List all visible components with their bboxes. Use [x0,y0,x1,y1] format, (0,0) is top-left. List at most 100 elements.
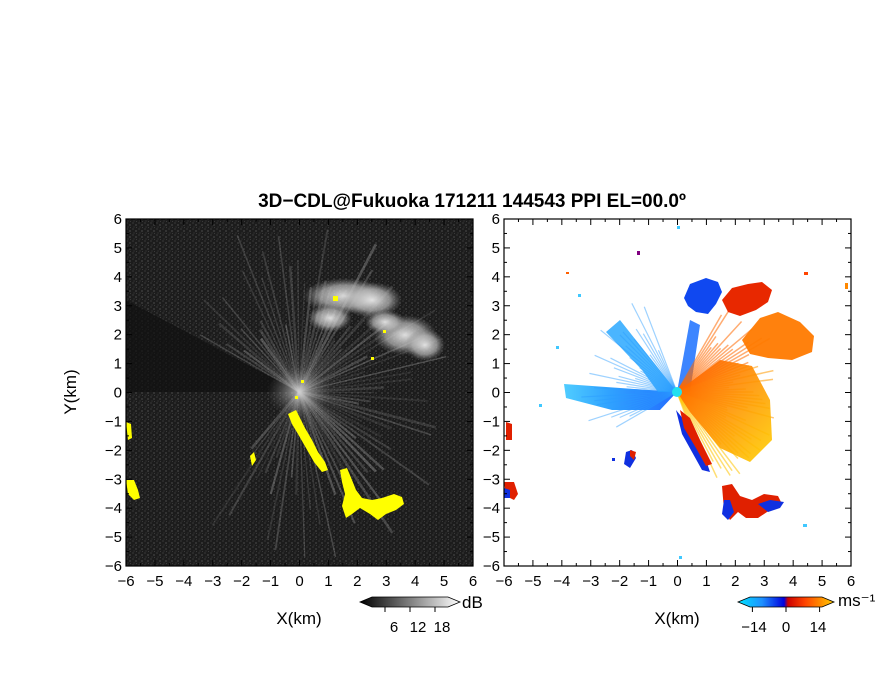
velocity-x-tick-label: 2 [731,573,739,590]
reflectivity-y-tick-label: 3 [114,298,122,315]
velocity-ray-approaching [640,370,678,393]
velocity-x-axis-label: X(km) [654,609,699,628]
velocity-ray-approaching [626,386,678,393]
reflectivity-x-tick-label: 4 [411,573,419,590]
velocity-y-tick-label: −1 [483,413,500,430]
velocity-approaching-northwest [606,320,677,392]
velocity-ray-approaching [618,375,678,393]
reflectivity-image [126,219,473,566]
velocity-ray-approaching [619,391,678,419]
velocity-y-tick-label: −4 [483,500,500,517]
reflectivity-x-tick-label: −6 [117,573,134,590]
reflectivity-x-tick-label: 2 [353,573,361,590]
velocity-y-tick-label: 2 [492,327,500,344]
velocity-colorbar-tick-label-0: −14 [741,619,766,636]
reflectivity-x-tick-label: −4 [175,573,192,590]
reflectivity-y-tick-label: −3 [105,471,122,488]
velocity-approaching-north [677,320,700,392]
velocity-ray-approaching [657,349,678,393]
velocity-image [504,219,851,566]
velocity-colorbar-tick-label-2: 14 [810,619,827,636]
reflectivity-y-tick-label: 6 [114,211,122,228]
figure-title: 3D−CDL@Fukuoka 171211 144543 PPI EL=00.0… [258,191,686,212]
velocity-y-tick-label: 1 [492,356,500,373]
velocity-ray-approaching [600,329,678,393]
reflectivity-x-axis-label: X(km) [276,609,321,628]
velocity-x-tick-label: 4 [789,573,797,590]
reflectivity-cloud-echo [303,278,445,361]
reflectivity-y-axis-label: Y(km) [61,369,80,414]
reflectivity-x-tick-label: 3 [382,573,390,590]
velocity-ray-approaching [611,391,678,418]
velocity-x-tick-label: 0 [673,573,681,590]
velocity-x-tick-label: 1 [702,573,710,590]
reflectivity-y-tick-label: 5 [114,240,122,257]
velocity-colorbar-tick-label-1: 0 [782,619,790,636]
reflectivity-x-tick-label: −2 [233,573,250,590]
velocity-x-tick-label: −2 [611,573,628,590]
velocity-ray-approaching [627,391,678,404]
velocity-x-tick-label: −3 [582,573,599,590]
reflectivity-axes: −6 −5 −4 −3 −2 −1 0 1 2 3 4 5 6 −6 −5 −4 −3 −2 −1 0 1 2 3 4 5 6 [105,211,477,590]
velocity-colorbar-unit: ms⁻¹ [838,591,876,610]
velocity-approaching-cloud [684,278,722,314]
reflectivity-y-tick-label: −6 [105,558,122,575]
velocity-x-tick-label: −1 [640,573,657,590]
velocity-x-tick-label: 6 [847,573,855,590]
velocity-dipole-clutter [504,410,784,520]
velocity-ray-approaching [619,334,678,393]
velocity-x-tick-label: −6 [495,573,512,590]
reflectivity-y-tick-label: −5 [105,529,122,546]
reflectivity-x-tick-label: −5 [146,573,163,590]
reflectivity-y-tick-label: −1 [105,413,122,430]
velocity-y-tick-label: 0 [492,385,500,402]
velocity-ray-approaching [614,391,678,410]
reflectivity-y-tick-label: 0 [114,385,122,402]
reflectivity-ray [236,235,300,393]
reflectivity-y-tick-label: −4 [105,500,122,517]
reflectivity-colorbar-tick-label-0: 6 [390,619,398,636]
reflectivity-colorbar-tick-label-1: 12 [410,619,427,636]
velocity-ray-approaching [649,354,678,393]
velocity-x-tick-label: −4 [553,573,570,590]
reflectivity-x-tick-label: −3 [204,573,221,590]
velocity-ray-approaching [622,331,678,393]
velocity-axes: −6 −5 −4 −3 −2 −1 0 1 2 3 4 5 6 −6 −5 −4 −3 −2 −1 0 1 2 3 4 5 6 [483,211,855,590]
velocity-ray-approaching [635,328,678,393]
velocity-receding-cloud [722,282,772,316]
reflectivity-center-echo [267,366,331,418]
reflectivity-y-tick-label: 2 [114,327,122,344]
reflectivity-y-tick-label: 4 [114,269,122,286]
reflectivity-x-tick-label: 6 [469,573,477,590]
velocity-receding-east [742,312,814,360]
velocity-ray-approaching [615,391,678,428]
velocity-ray-approaching [594,391,678,402]
velocity-ray-approaching [629,391,678,417]
velocity-ray-approaching [610,357,678,393]
reflectivity-ray [298,391,337,558]
velocity-y-tick-label: −6 [483,558,500,575]
velocity-ray-approaching [581,391,678,398]
velocity-x-tick-label: 3 [760,573,768,590]
reflectivity-y-tick-label: 1 [114,356,122,373]
velocity-panel: −6 −5 −4 −3 −2 −1 0 1 2 3 4 5 6 −6 −5 −4 −3 −2 −1 0 1 2 3 4 5 6 X… [483,211,876,636]
velocity-ray-approaching [639,367,678,393]
velocity-ray-approaching [631,303,678,393]
velocity-y-tick-label: 6 [492,211,500,228]
velocity-ray-approaching [594,354,678,393]
velocity-x-tick-label: 5 [818,573,826,590]
reflectivity-x-tick-label: −1 [262,573,279,590]
velocity-ray-approaching [589,372,678,393]
reflectivity-x-tick-label: 5 [440,573,448,590]
velocity-radar-center [672,387,682,397]
velocity-y-tick-label: 4 [492,269,500,286]
velocity-receding-southeast [677,360,772,462]
reflectivity-ray [277,235,300,393]
velocity-y-tick-label: 5 [492,240,500,257]
velocity-x-tick-label: −5 [524,573,541,590]
velocity-ray-approaching [594,387,678,393]
reflectivity-shadow-wedge [126,300,299,392]
reflectivity-colorbar-unit: dB [462,593,483,612]
velocity-ray-receding [676,303,734,393]
velocity-approaching-west [564,384,677,410]
